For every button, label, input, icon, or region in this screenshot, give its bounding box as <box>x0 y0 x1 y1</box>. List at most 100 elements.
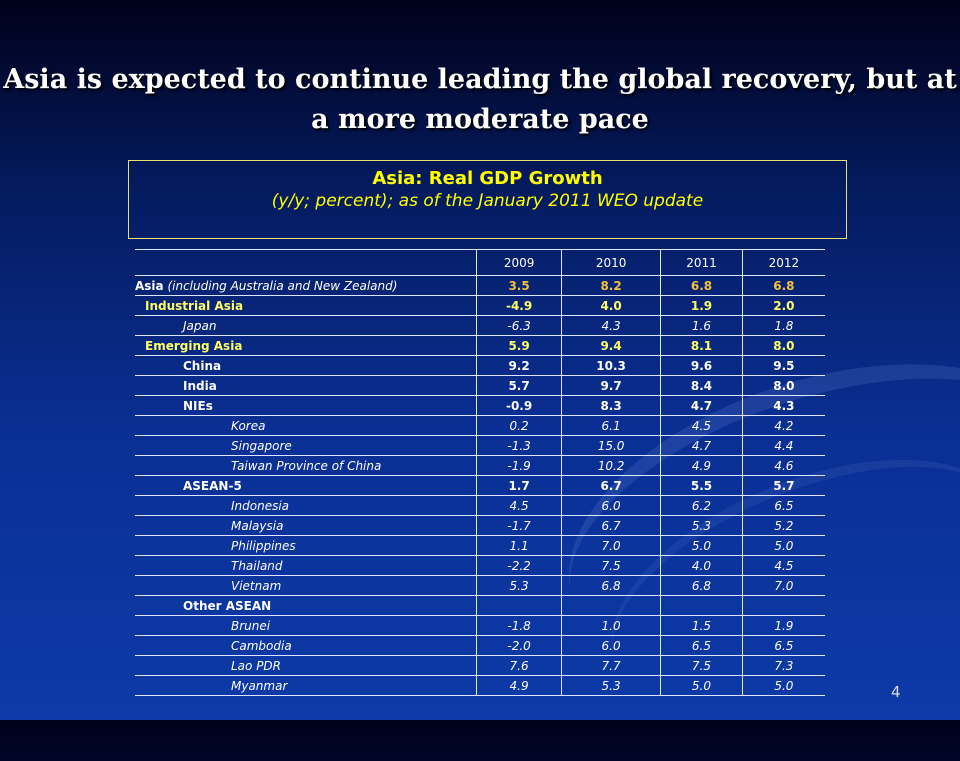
value-cell: 6.1 <box>560 415 661 436</box>
value-cell: 7.7 <box>560 655 661 676</box>
value-cell: 1.7 <box>476 475 562 496</box>
value-cell: 2.0 <box>741 295 825 316</box>
value-cell: -4.9 <box>476 295 562 316</box>
table-header-row: 2009 2010 2011 2012 <box>135 249 825 276</box>
row-label: Lao PDR <box>135 655 477 676</box>
row-label: Myanmar <box>135 675 477 696</box>
value-cell: 7.3 <box>741 655 825 676</box>
value-cell: 15.0 <box>560 435 661 456</box>
value-cell: 4.9 <box>476 675 562 696</box>
table-row: Vietnam 5.3 6.8 6.8 7.0 <box>135 575 825 596</box>
row-label: Cambodia <box>135 635 477 656</box>
value-cell: 6.5 <box>741 635 825 656</box>
row-label: Asia (including Australia and New Zealan… <box>135 275 477 296</box>
row-label-text: Brunei <box>231 618 271 633</box>
row-label: Indonesia <box>135 495 477 516</box>
table-row: Taiwan Province of China -1.9 10.2 4.9 4.6 <box>135 455 825 476</box>
value-cell: 4.7 <box>660 435 743 456</box>
value-cell: 5.0 <box>741 675 825 696</box>
value-cell: -1.8 <box>476 615 562 636</box>
table-row: Philippines 1.1 7.0 5.0 5.0 <box>135 535 825 556</box>
table-row: Singapore -1.3 15.0 4.7 4.4 <box>135 435 825 456</box>
row-label-text: Emerging Asia <box>145 338 243 353</box>
row-label-text: ASEAN-5 <box>183 478 242 493</box>
table-row: Cambodia -2.0 6.0 6.5 6.5 <box>135 635 825 656</box>
table-row: Indonesia 4.5 6.0 6.2 6.5 <box>135 495 825 516</box>
value-cell: 3.5 <box>476 275 562 296</box>
value-cell: 4.3 <box>741 395 825 416</box>
table-row: Lao PDR 7.6 7.7 7.5 7.3 <box>135 655 825 676</box>
row-label: Emerging Asia <box>135 335 477 356</box>
row-label-text: Philippines <box>231 538 296 553</box>
value-cell: 6.7 <box>560 515 661 536</box>
row-label-text: NIEs <box>183 398 213 413</box>
row-label-text: Cambodia <box>231 638 292 653</box>
row-label: Other ASEAN <box>135 595 477 616</box>
header-year: 2011 <box>660 249 743 276</box>
value-cell: 4.5 <box>660 415 743 436</box>
value-cell: 10.2 <box>560 455 661 476</box>
value-cell: 8.2 <box>560 275 661 296</box>
value-cell: 5.7 <box>476 375 562 396</box>
row-label-text: Lao PDR <box>231 658 282 673</box>
value-cell: 6.8 <box>660 275 743 296</box>
value-cell: 9.7 <box>560 375 661 396</box>
value-cell: 5.0 <box>660 675 743 696</box>
value-cell: 5.7 <box>741 475 825 496</box>
table-row: ASEAN-5 1.7 6.7 5.5 5.7 <box>135 475 825 496</box>
table-row: Other ASEAN <box>135 595 825 616</box>
value-cell: 6.0 <box>560 635 661 656</box>
row-label-text: Japan <box>183 318 217 333</box>
value-cell: 4.6 <box>741 455 825 476</box>
value-cell: -0.9 <box>476 395 562 416</box>
value-cell: -1.3 <box>476 435 562 456</box>
header-label-cell <box>135 249 477 276</box>
value-cell <box>660 595 743 616</box>
value-cell: 6.8 <box>560 575 661 596</box>
row-label: NIEs <box>135 395 477 416</box>
row-label-text: Thailand <box>231 558 283 573</box>
row-label: Industrial Asia <box>135 295 477 316</box>
value-cell: 1.1 <box>476 535 562 556</box>
value-cell: 0.2 <box>476 415 562 436</box>
header-year: 2012 <box>741 249 825 276</box>
slide-title: Asia is expected to continue leading the… <box>3 64 957 135</box>
row-label: Singapore <box>135 435 477 456</box>
value-cell: 7.0 <box>741 575 825 596</box>
value-cell: 1.6 <box>660 315 743 336</box>
value-cell: 7.5 <box>660 655 743 676</box>
value-cell: 4.5 <box>476 495 562 516</box>
value-cell: 9.5 <box>741 355 825 376</box>
value-cell: 7.6 <box>476 655 562 676</box>
row-label-text: Singapore <box>231 438 292 453</box>
value-cell: -2.0 <box>476 635 562 656</box>
row-label: China <box>135 355 477 376</box>
value-cell: 8.0 <box>741 335 825 356</box>
value-cell: 4.3 <box>560 315 661 336</box>
table-row: Emerging Asia 5.9 9.4 8.1 8.0 <box>135 335 825 356</box>
table-row: Korea 0.2 6.1 4.5 4.2 <box>135 415 825 436</box>
row-label: Vietnam <box>135 575 477 596</box>
value-cell: 6.0 <box>560 495 661 516</box>
value-cell: 5.0 <box>741 535 825 556</box>
table-row: Industrial Asia -4.9 4.0 1.9 2.0 <box>135 295 825 316</box>
value-cell: 6.8 <box>741 275 825 296</box>
value-cell: 8.3 <box>560 395 661 416</box>
row-label-text: Taiwan Province of China <box>231 458 382 473</box>
row-label-text: Korea <box>231 418 266 433</box>
value-cell: 10.3 <box>560 355 661 376</box>
value-cell: 6.2 <box>660 495 743 516</box>
table-row: Japan -6.3 4.3 1.6 1.8 <box>135 315 825 336</box>
table-row: Myanmar 4.9 5.3 5.0 5.0 <box>135 675 825 696</box>
slide-number: 4 <box>891 683 901 701</box>
value-cell: 8.4 <box>660 375 743 396</box>
row-label-text: Other ASEAN <box>183 598 272 613</box>
value-cell: 6.7 <box>560 475 661 496</box>
row-label-note: (including Australia and New Zealand) <box>163 278 398 293</box>
value-cell: 9.6 <box>660 355 743 376</box>
row-label: Brunei <box>135 615 477 636</box>
table-row: NIEs -0.9 8.3 4.7 4.3 <box>135 395 825 416</box>
table-row: India 5.7 9.7 8.4 8.0 <box>135 375 825 396</box>
value-cell: -1.7 <box>476 515 562 536</box>
value-cell: 7.5 <box>560 555 661 576</box>
